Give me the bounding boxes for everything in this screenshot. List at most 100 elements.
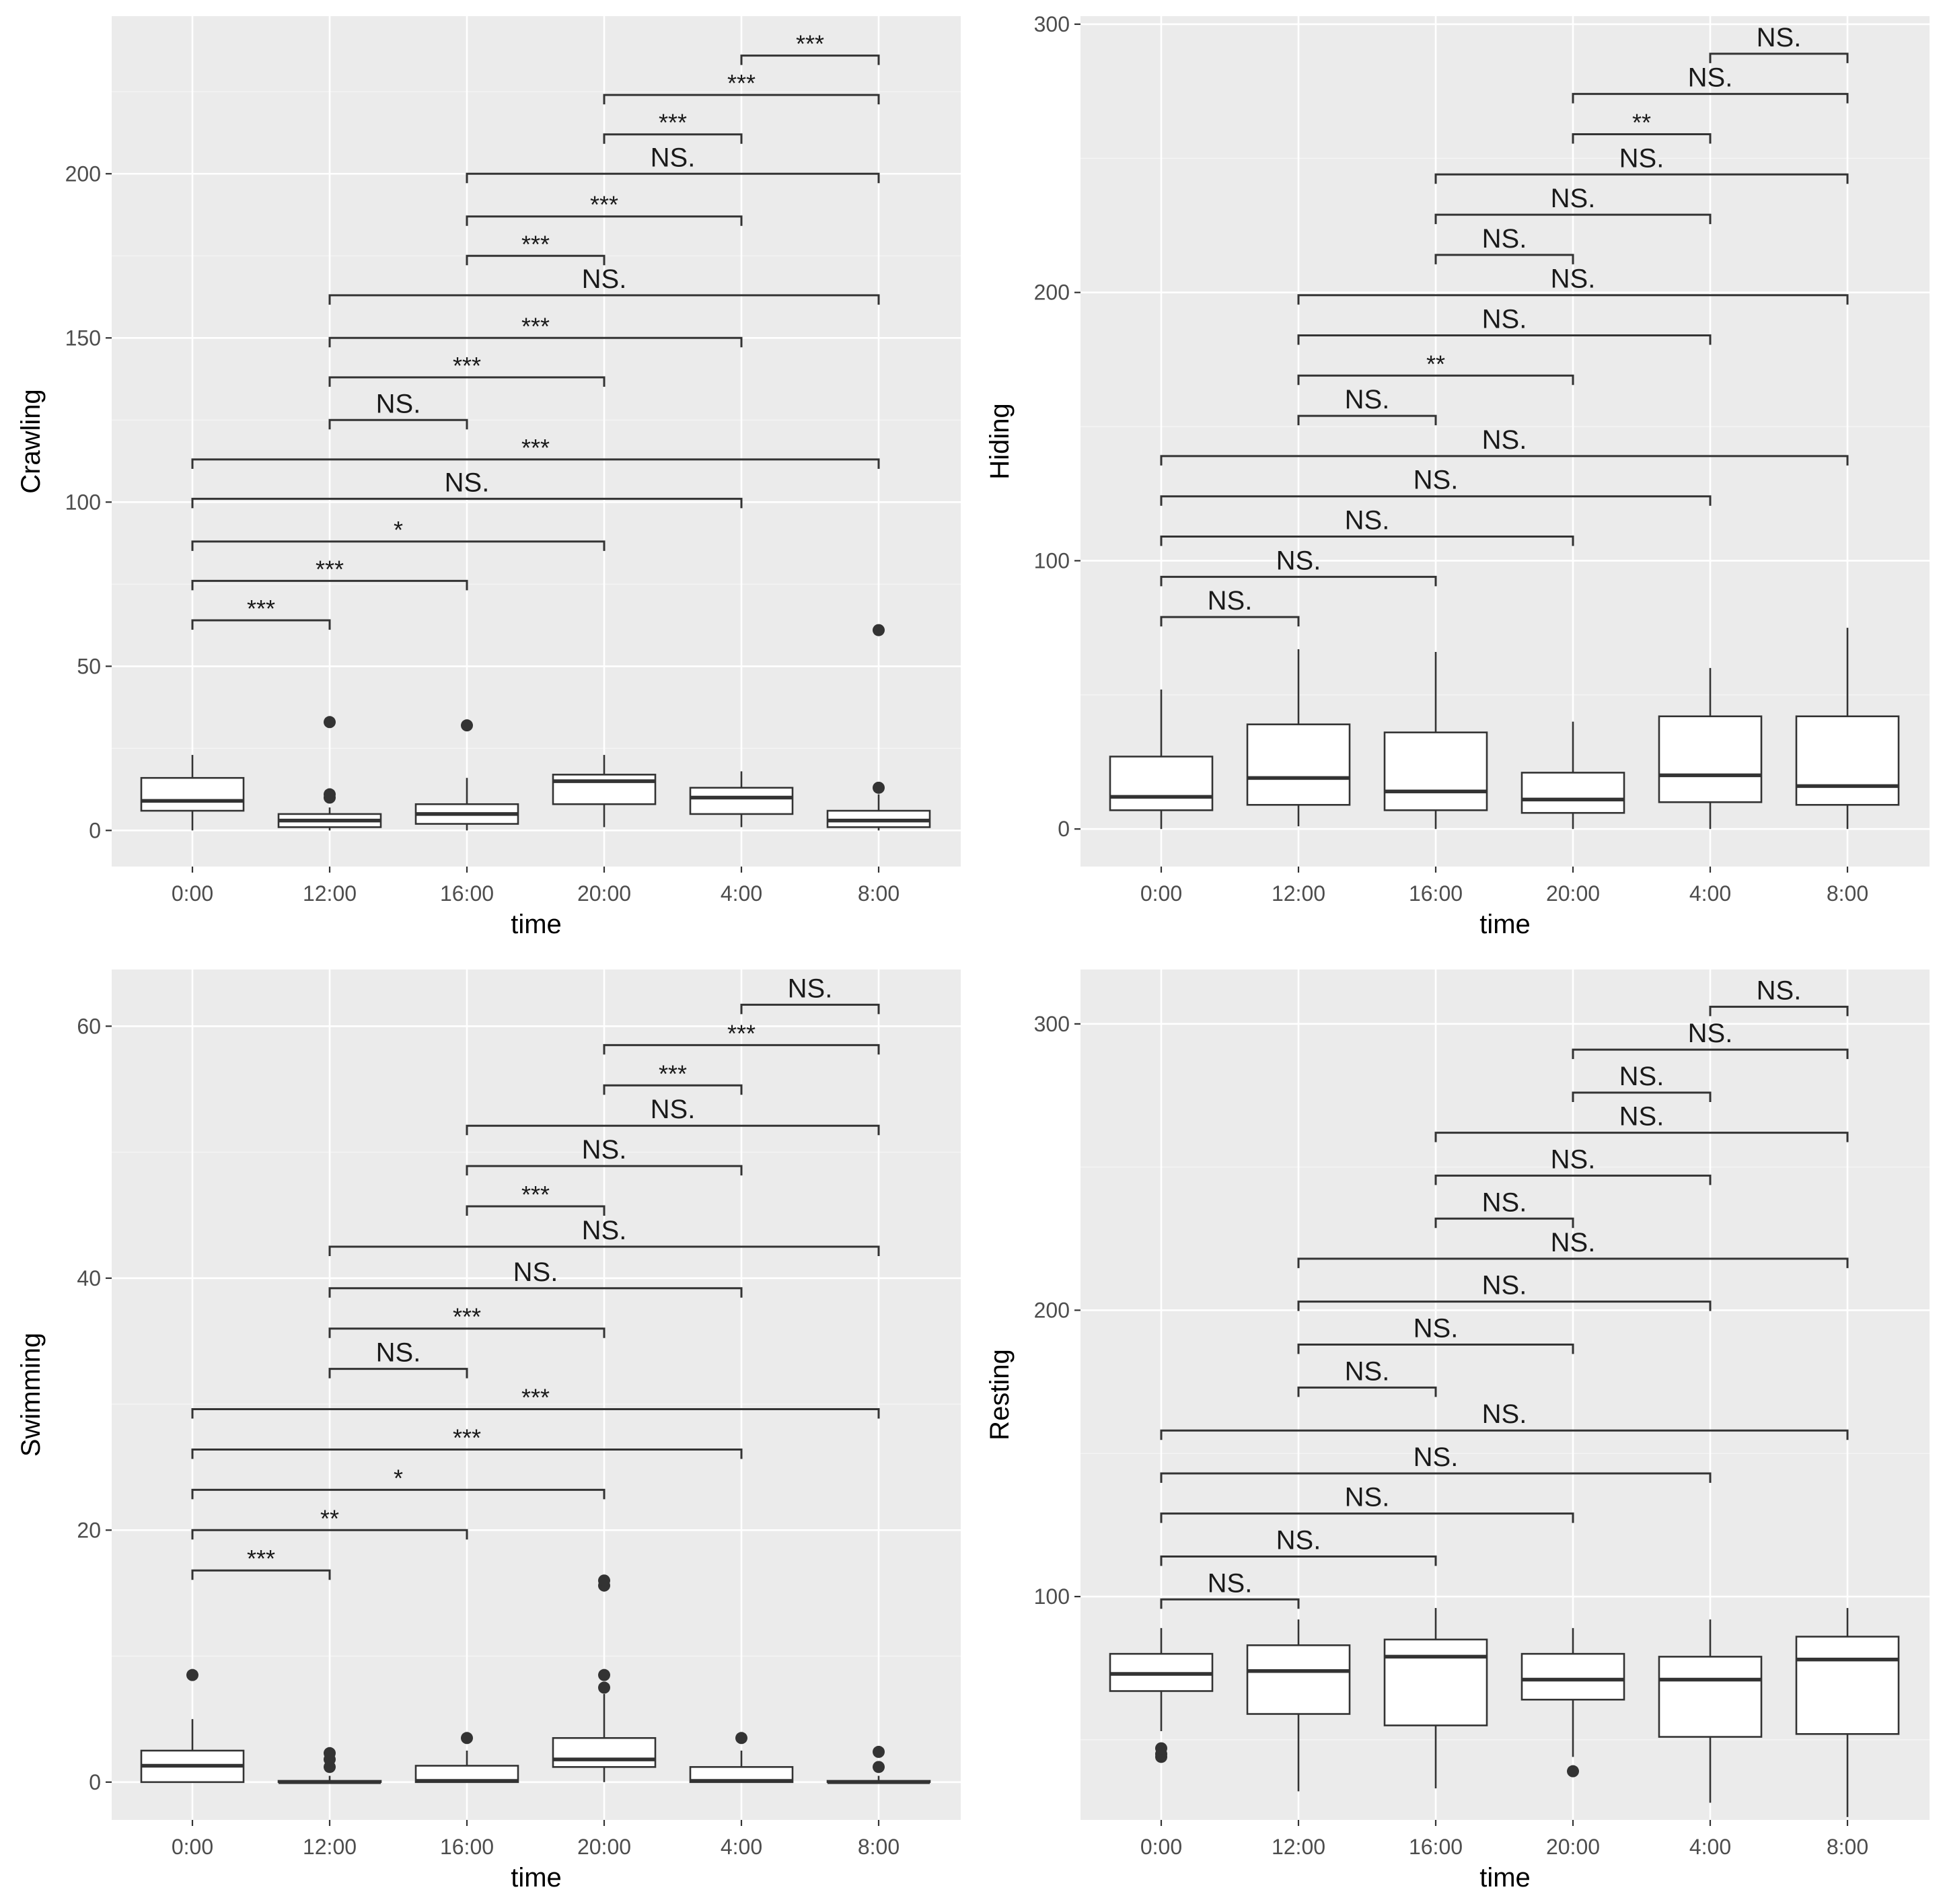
- significance-label: NS.: [651, 1095, 696, 1124]
- significance-bracket: [1160, 616, 1300, 627]
- comparison-000-1200: ***: [191, 595, 331, 630]
- x-axis-title: time: [511, 910, 562, 939]
- outlier-point: [1155, 1742, 1167, 1755]
- chart-panel-4: 100 200 300 0:00 12:00 16:00 20:00 4:00 8:00 time…: [985, 969, 1930, 1893]
- x-tick-label: 12:00: [303, 1835, 357, 1859]
- comparison-1200-1600: NS.: [1297, 1356, 1437, 1397]
- comparison-000-400: NS.: [1160, 1442, 1712, 1484]
- significance-label: NS.: [1345, 1483, 1390, 1512]
- y-tick-label: 0: [89, 818, 101, 842]
- significance-bracket: [1434, 254, 1574, 264]
- significance-label: ***: [796, 30, 824, 58]
- significance-bracket: [1297, 374, 1574, 386]
- box-body: [689, 786, 794, 815]
- box-body: [1795, 1636, 1900, 1735]
- significance-bracket: [191, 497, 743, 509]
- box-2000: [552, 755, 657, 828]
- comparison-000-400: NS.: [191, 468, 743, 509]
- significance-label: NS.: [1208, 1568, 1253, 1598]
- significance-bracket: [466, 1165, 743, 1176]
- y-tick-label: 20: [77, 1518, 101, 1542]
- significance-bracket: [191, 1569, 331, 1580]
- comparison-1600-400: NS.: [466, 1135, 743, 1176]
- significance-bracket: [1160, 1555, 1437, 1566]
- box-body: [1246, 1644, 1351, 1715]
- x-tick-label: 20:00: [1546, 881, 1600, 906]
- box-400: [1658, 1619, 1763, 1803]
- significance-label: ***: [453, 1424, 481, 1451]
- x-tick-label: 12:00: [1272, 881, 1325, 906]
- box-1600: [414, 719, 519, 831]
- significance-bracket: [1709, 52, 1849, 63]
- box-1200: [1246, 1619, 1351, 1792]
- x-tick-label: 0:00: [172, 1835, 213, 1859]
- y-axis-title: Hiding: [985, 403, 1015, 479]
- comparison-1200-400: NS.: [328, 1257, 743, 1298]
- x-tick-label: 4:00: [1689, 1835, 1731, 1859]
- significance-bracket: [191, 1529, 468, 1540]
- outlier-point: [598, 1681, 610, 1694]
- box-body: [1658, 1656, 1763, 1738]
- x-tick-label: 0:00: [172, 881, 213, 906]
- comparison-400-800: NS.: [1709, 23, 1849, 63]
- box-body: [1658, 715, 1763, 803]
- box-1200: [277, 716, 382, 831]
- significance-bracket: [328, 1245, 880, 1256]
- comparison-1600-800: NS.: [1434, 143, 1849, 184]
- y-tick-label: 300: [1034, 1012, 1070, 1036]
- box-body: [1520, 772, 1625, 814]
- comparison-2000-800: ***: [603, 69, 880, 105]
- significance-label: ***: [590, 191, 618, 219]
- x-tick-label: 8:00: [1827, 1835, 1868, 1859]
- significance-label: ***: [659, 109, 687, 137]
- significance-label: NS.: [1688, 63, 1733, 93]
- box-body: [140, 776, 245, 812]
- significance-bracket: [1297, 1386, 1437, 1397]
- x-tick-label: 12:00: [303, 881, 357, 906]
- comparison-2000-800: ***: [603, 1019, 880, 1055]
- panel-background: [112, 969, 961, 1820]
- comparison-1200-400: NS.: [1297, 1271, 1712, 1311]
- significance-bracket: [1160, 536, 1574, 546]
- x-tick-label: 0:00: [1140, 1835, 1182, 1859]
- significance-label: ***: [316, 555, 344, 583]
- significance-label: NS.: [1482, 425, 1527, 455]
- y-tick-label: 60: [77, 1014, 101, 1038]
- comparison-1600-800: NS.: [466, 1095, 880, 1136]
- x-axis-title: time: [511, 1863, 562, 1893]
- significance-bracket: [740, 54, 880, 65]
- comparison-1200-2000: ***: [328, 1303, 606, 1338]
- significance-bracket: [1160, 1429, 1849, 1440]
- comparison-000-2000: NS.: [1160, 1483, 1574, 1523]
- significance-label: NS.: [1619, 1062, 1664, 1091]
- significance-label: NS.: [1619, 143, 1664, 173]
- y-tick-label: 100: [1034, 1584, 1070, 1609]
- significance-bracket: [1572, 1048, 1849, 1060]
- significance-label: NS.: [513, 1257, 558, 1287]
- y-tick-label: 150: [65, 326, 101, 350]
- significance-label: ***: [247, 1545, 275, 1572]
- comparison-000-800: NS.: [1160, 425, 1849, 466]
- outlier-point: [873, 1745, 885, 1758]
- significance-bracket: [1434, 1132, 1849, 1142]
- x-tick-label: 8:00: [1827, 881, 1868, 906]
- significance-label: NS.: [788, 974, 833, 1003]
- box-400: [689, 1732, 794, 1784]
- x-tick-label: 16:00: [440, 881, 494, 906]
- y-tick-label: 40: [77, 1266, 101, 1290]
- comparison-400-800: NS.: [740, 974, 880, 1015]
- box-body: [1383, 731, 1488, 811]
- significance-label: NS.: [1345, 385, 1390, 414]
- comparison-400-800: NS.: [1709, 976, 1849, 1017]
- significance-bracket: [466, 1205, 606, 1216]
- comparison-1200-1600: NS.: [328, 1338, 468, 1379]
- significance-bracket: [191, 540, 606, 551]
- significance-label: NS.: [1551, 1228, 1596, 1257]
- comparison-1200-400: NS.: [1297, 304, 1712, 345]
- significance-bracket: [1160, 575, 1437, 587]
- comparison-400-800: ***: [740, 30, 880, 65]
- x-tick-label: 4:00: [721, 1835, 762, 1859]
- significance-label: NS.: [1208, 586, 1253, 616]
- x-tick-label: 20:00: [577, 1835, 631, 1859]
- significance-bracket: [466, 254, 606, 266]
